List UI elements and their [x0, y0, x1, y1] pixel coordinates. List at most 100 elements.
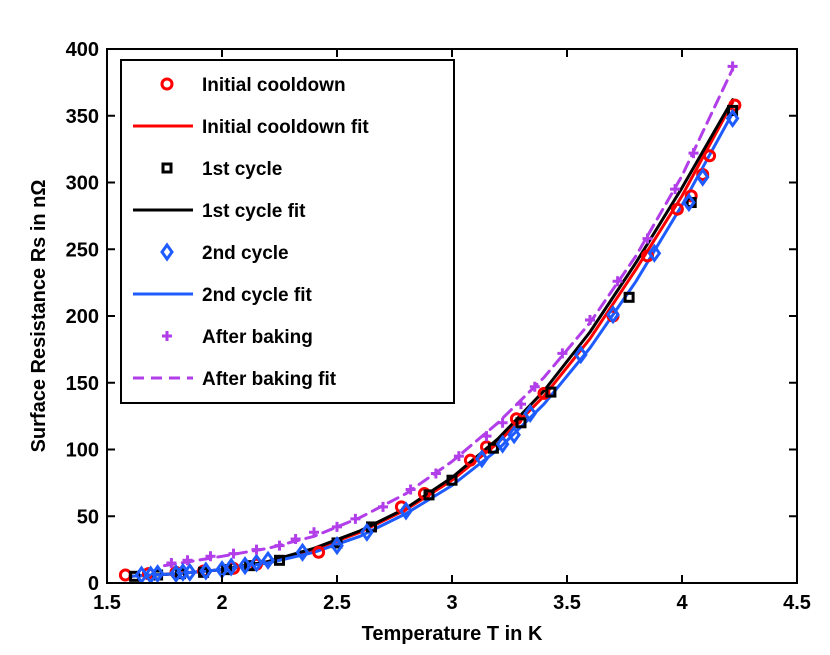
legend-swatch-initial-cooldown: [160, 77, 174, 91]
legend-label-1st-cycle: 1st cycle: [202, 159, 282, 180]
data-point-1st-cycle: [623, 291, 635, 303]
legend-item-initial-cooldown: Initial cooldown: [160, 75, 346, 96]
data-point-after-baking: [182, 555, 193, 566]
data-point-2nd-cycle: [523, 403, 538, 424]
data-point-2nd-cycle: [573, 345, 588, 365]
data-point-2nd-cycle: [399, 501, 413, 521]
data-point-initial-cooldown: [480, 440, 493, 454]
data-point-after-baking: [557, 348, 568, 359]
legend-label-2nd-cycle: 2nd cycle: [202, 243, 289, 264]
data-point-after-baking: [290, 533, 301, 544]
x-axis-label: Temperature T in K: [362, 623, 543, 645]
data-point-initial-cooldown: [312, 545, 326, 559]
legend-label-after-baking-fit: After baking fit: [202, 369, 337, 390]
legend-swatch-1st-cycle: [161, 162, 173, 174]
axes: 1.5 2 2.5 3 3.5 4 4.5 0 50 100 150 200 250 300 350 400: [66, 39, 811, 614]
data-point-after-baking: [516, 399, 526, 410]
data-point-1st-cycle: [515, 417, 527, 429]
data-point-2nd-cycle: [249, 553, 264, 573]
plot-area: [118, 61, 742, 583]
series-1st-cycle: [129, 104, 739, 582]
data-point-after-baking: [585, 315, 595, 326]
data-point-after-baking: [378, 501, 388, 512]
y-tick-label: 400: [66, 39, 99, 61]
legend-item-1st-cycle: 1st cycle: [161, 159, 282, 180]
data-point-1st-cycle: [487, 442, 499, 454]
data-point-1st-cycle: [446, 474, 458, 486]
data-point-initial-cooldown: [537, 386, 551, 400]
legend-item-after-baking-fit: After baking fit: [133, 369, 337, 390]
data-point-1st-cycle: [423, 489, 435, 501]
legend-label-after-baking: After baking: [202, 327, 313, 348]
legend-label-initial-cooldown: Initial cooldown: [202, 75, 346, 96]
x-tick-label: 1.5: [93, 592, 121, 614]
data-point-2nd-cycle: [295, 542, 310, 562]
data-point-initial-cooldown: [703, 149, 717, 163]
y-tick-label: 300: [66, 173, 99, 195]
data-point-after-baking: [430, 468, 441, 479]
data-point-after-baking: [205, 551, 216, 562]
data-point-after-baking: [453, 451, 464, 462]
legend-item-1st-cycle-fit: 1st cycle fit: [133, 201, 306, 222]
data-point-2nd-cycle: [647, 243, 662, 263]
y-tick-label: 0: [88, 573, 99, 595]
legend-item-2nd-cycle-fit: 2nd cycle fit: [133, 285, 312, 306]
legend-swatch-2nd-cycle: [160, 242, 174, 262]
data-point-2nd-cycle: [261, 550, 275, 570]
data-point-after-baking: [405, 484, 416, 495]
y-tick-label: 100: [66, 440, 99, 462]
data-point-1st-cycle: [545, 386, 557, 398]
y-tick-label: 50: [77, 506, 99, 528]
data-point-after-baking: [670, 184, 681, 195]
y-tick-label: 200: [66, 306, 99, 328]
data-point-2nd-cycle: [475, 449, 489, 469]
data-point-2nd-cycle: [507, 425, 521, 445]
x-tick-label: 3.5: [553, 592, 581, 614]
legend-item-2nd-cycle: 2nd cycle: [160, 242, 289, 264]
data-point-after-baking: [251, 544, 262, 555]
data-point-after-baking: [350, 513, 361, 524]
x-tick-label: 4.5: [783, 592, 811, 614]
data-point-after-baking: [481, 431, 492, 442]
data-point-2nd-cycle: [199, 561, 213, 581]
data-point-2nd-cycle: [606, 305, 620, 325]
data-point-2nd-cycle: [495, 434, 510, 454]
data-point-after-baking: [228, 548, 239, 559]
y-tick-label: 350: [66, 106, 99, 128]
x-tick-label: 4: [676, 592, 688, 614]
series-2nd-cycle: [134, 108, 740, 583]
data-point-after-baking: [642, 233, 653, 244]
data-point-2nd-cycle: [725, 108, 740, 129]
legend-item-initial-cooldown-fit: Initial cooldown fit: [133, 117, 369, 138]
data-point-after-baking: [166, 557, 177, 568]
legend-item-after-baking: After baking: [162, 327, 313, 348]
data-point-after-baking: [332, 521, 342, 532]
data-point-after-baking: [529, 381, 540, 392]
data-point-initial-cooldown: [463, 453, 477, 467]
data-point-after-baking: [727, 61, 738, 72]
data-point-2nd-cycle: [360, 522, 374, 542]
legend-label-initial-cooldown-fit: Initial cooldown fit: [202, 117, 369, 138]
data-point-2nd-cycle: [238, 556, 252, 576]
legend-label-1st-cycle-fit: 1st cycle fit: [202, 201, 306, 222]
series-line-after-baking-fit: [163, 67, 735, 568]
data-point-2nd-cycle: [682, 192, 696, 213]
data-point-after-baking: [612, 276, 623, 287]
data-point-2nd-cycle: [134, 565, 149, 583]
legend-box: [120, 59, 455, 404]
data-point-2nd-cycle: [150, 564, 165, 583]
y-tick-label: 250: [66, 239, 99, 261]
data-point-after-baking: [497, 417, 508, 428]
legend-swatch-after-baking: [162, 331, 172, 341]
legend-label-2nd-cycle-fit: 2nd cycle fit: [202, 285, 312, 306]
series-after-baking: [166, 61, 738, 568]
data-point-2nd-cycle: [695, 167, 710, 187]
y-axis-label: Surface Resistance Rs in nΩ: [28, 180, 50, 453]
data-point-initial-cooldown: [670, 202, 684, 216]
plot-series: [118, 61, 742, 583]
y-tick-label: 150: [66, 373, 99, 395]
data-point-after-baking: [309, 527, 319, 538]
data-point-1st-cycle: [727, 104, 739, 116]
data-point-after-baking: [274, 540, 285, 551]
